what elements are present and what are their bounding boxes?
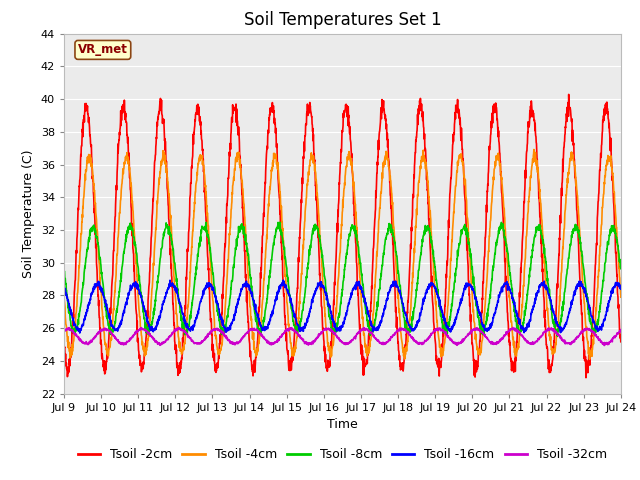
- Tsoil -2cm: [565, 92, 573, 97]
- Tsoil -16cm: [359, 293, 367, 299]
- Tsoil -32cm: [358, 326, 366, 332]
- Text: VR_met: VR_met: [78, 43, 128, 56]
- Tsoil -8cm: [584, 294, 591, 300]
- Tsoil -32cm: [60, 326, 68, 332]
- Tsoil -16cm: [60, 285, 68, 290]
- Tsoil -32cm: [584, 326, 591, 332]
- Tsoil -2cm: [371, 223, 378, 228]
- Tsoil -4cm: [530, 146, 538, 152]
- Tsoil -2cm: [216, 346, 223, 351]
- Tsoil -16cm: [568, 301, 576, 307]
- Tsoil -16cm: [216, 311, 223, 316]
- Y-axis label: Soil Temperature (C): Soil Temperature (C): [22, 149, 35, 278]
- Tsoil -16cm: [371, 327, 379, 333]
- Tsoil -8cm: [216, 318, 223, 324]
- Legend: Tsoil -2cm, Tsoil -4cm, Tsoil -8cm, Tsoil -16cm, Tsoil -32cm: Tsoil -2cm, Tsoil -4cm, Tsoil -8cm, Tsoi…: [72, 443, 612, 466]
- Tsoil -32cm: [617, 327, 625, 333]
- Tsoil -4cm: [568, 149, 575, 155]
- Tsoil -4cm: [60, 296, 68, 302]
- Tsoil -32cm: [504, 328, 512, 334]
- Tsoil -4cm: [586, 356, 593, 362]
- Line: Tsoil -2cm: Tsoil -2cm: [64, 95, 621, 378]
- Line: Tsoil -4cm: Tsoil -4cm: [64, 149, 621, 359]
- Tsoil -2cm: [358, 348, 366, 353]
- Tsoil -8cm: [554, 333, 561, 339]
- Tsoil -8cm: [568, 233, 576, 239]
- Tsoil -16cm: [76, 330, 84, 336]
- Tsoil -8cm: [504, 258, 512, 264]
- Tsoil -32cm: [509, 324, 516, 330]
- Line: Tsoil -16cm: Tsoil -16cm: [64, 280, 621, 333]
- Tsoil -4cm: [358, 316, 366, 322]
- Tsoil -16cm: [617, 286, 625, 292]
- Tsoil -32cm: [568, 340, 575, 346]
- Title: Soil Temperatures Set 1: Soil Temperatures Set 1: [244, 11, 441, 29]
- Tsoil -8cm: [60, 266, 68, 272]
- Line: Tsoil -8cm: Tsoil -8cm: [64, 222, 621, 336]
- Tsoil -32cm: [371, 335, 378, 340]
- Tsoil -8cm: [276, 219, 284, 225]
- Tsoil -2cm: [582, 375, 590, 381]
- Tsoil -4cm: [617, 294, 625, 300]
- Tsoil -4cm: [216, 348, 223, 353]
- X-axis label: Time: Time: [327, 418, 358, 431]
- Tsoil -2cm: [617, 339, 625, 345]
- Tsoil -4cm: [371, 292, 378, 298]
- Tsoil -32cm: [600, 343, 608, 348]
- Tsoil -4cm: [584, 337, 591, 343]
- Tsoil -2cm: [568, 116, 575, 121]
- Tsoil -8cm: [359, 282, 367, 288]
- Tsoil -2cm: [504, 318, 512, 324]
- Tsoil -8cm: [617, 266, 625, 272]
- Tsoil -4cm: [504, 277, 512, 283]
- Tsoil -2cm: [60, 339, 68, 345]
- Line: Tsoil -32cm: Tsoil -32cm: [64, 327, 621, 346]
- Tsoil -16cm: [280, 277, 287, 283]
- Tsoil -2cm: [584, 363, 591, 369]
- Tsoil -16cm: [505, 284, 513, 290]
- Tsoil -8cm: [371, 321, 379, 327]
- Tsoil -16cm: [584, 298, 591, 303]
- Tsoil -32cm: [216, 327, 223, 333]
